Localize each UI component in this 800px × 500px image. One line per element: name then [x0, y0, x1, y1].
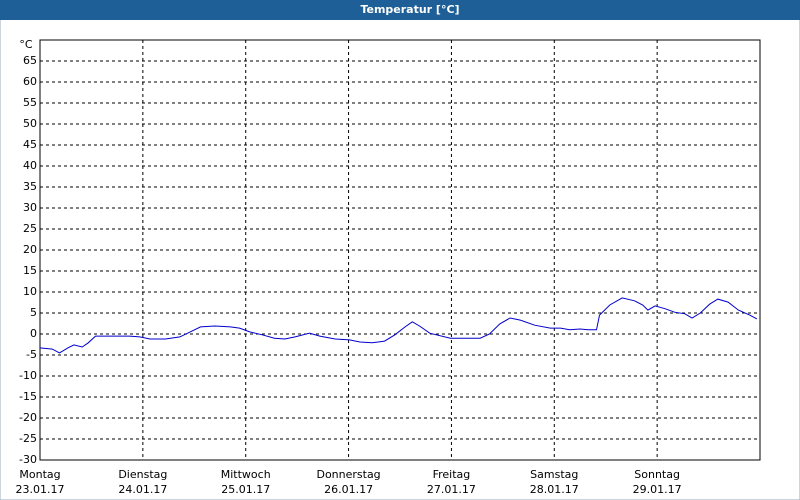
y-tick-label: 15 — [23, 264, 37, 277]
y-tick-label: 50 — [23, 117, 37, 130]
x-tick-label: Mittwoch — [221, 468, 271, 481]
title-bar — [0, 0, 800, 20]
y-tick-label: -30 — [19, 453, 37, 466]
y-tick-label: 20 — [23, 243, 37, 256]
y-tick-label: 45 — [23, 138, 37, 151]
y-tick-label: -15 — [19, 390, 37, 403]
y-tick-label: -25 — [19, 432, 37, 445]
y-tick-label: 65 — [23, 54, 37, 67]
y-tick-label: 40 — [23, 159, 37, 172]
y-unit-label: °C — [19, 38, 33, 51]
y-tick-label: 5 — [30, 306, 37, 319]
chart-title: Temperatur [°C] — [360, 3, 459, 16]
x-tick-label: Montag — [19, 468, 60, 481]
y-tick-label: 0 — [30, 327, 37, 340]
temperature-line — [39, 297, 758, 354]
x-tick-date: 25.01.17 — [221, 483, 270, 496]
y-tick-label: 55 — [23, 96, 37, 109]
grid — [40, 40, 760, 460]
x-tick-date: 27.01.17 — [427, 483, 476, 496]
x-tick-label: Dienstag — [118, 468, 167, 481]
x-tick-date: 28.01.17 — [530, 483, 579, 496]
x-tick-date: 23.01.17 — [16, 483, 65, 496]
y-tick-label: 35 — [23, 180, 37, 193]
y-tick-label: 10 — [23, 285, 37, 298]
x-tick-label: Sonntag — [634, 468, 680, 481]
y-tick-label: 30 — [23, 201, 37, 214]
y-tick-label: 60 — [23, 75, 37, 88]
y-tick-label: 25 — [23, 222, 37, 235]
x-tick-date: 26.01.17 — [324, 483, 373, 496]
x-tick-label: Freitag — [433, 468, 471, 481]
plot-frame — [39, 39, 761, 461]
x-tick-label: Donnerstag — [316, 468, 380, 481]
y-tick-label: -5 — [26, 348, 37, 361]
y-tick-label: -10 — [19, 369, 37, 382]
x-tick-date: 29.01.17 — [633, 483, 682, 496]
x-tick-label: Samstag — [530, 468, 578, 481]
x-tick-date: 24.01.17 — [118, 483, 167, 496]
y-tick-label: -20 — [19, 411, 37, 424]
